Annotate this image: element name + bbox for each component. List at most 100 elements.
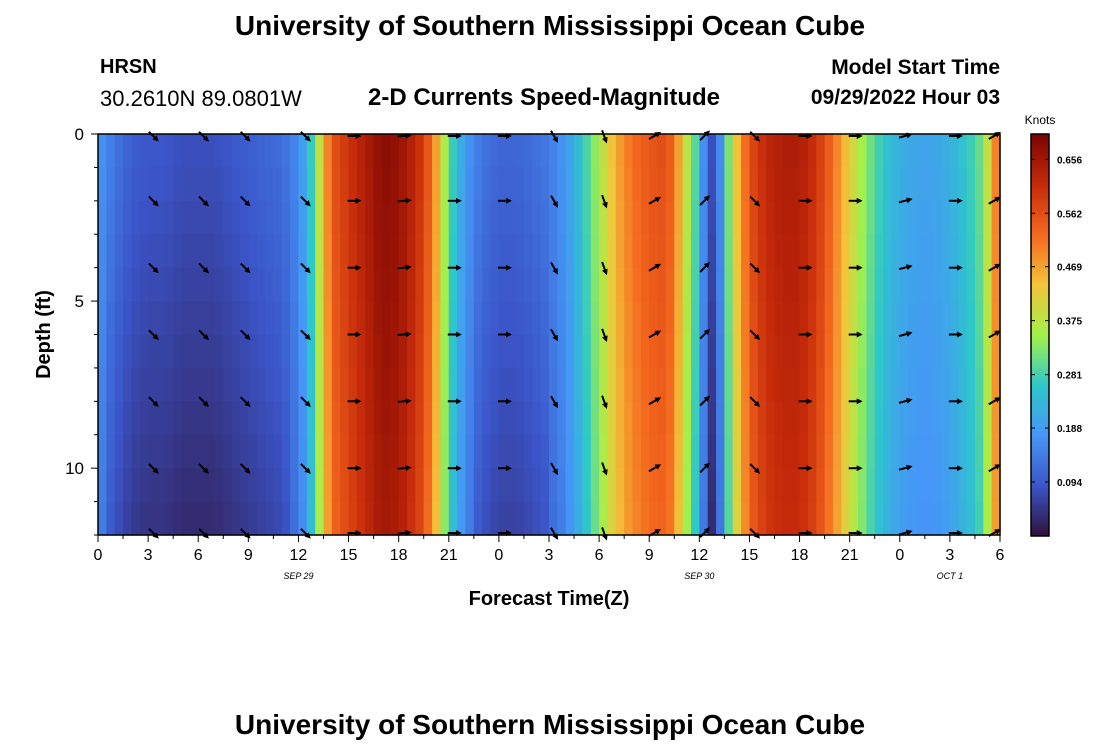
heatmap-cell [373, 301, 383, 336]
heatmap-cell [473, 501, 483, 536]
heatmap-cell [807, 401, 817, 436]
heatmap-cell [741, 267, 751, 302]
heatmap-cell [941, 501, 951, 536]
heatmap-cell [306, 167, 316, 202]
heatmap-cell [941, 234, 951, 269]
heatmap-cell [398, 468, 408, 503]
heatmap-cell [690, 234, 700, 269]
heatmap-cell [949, 134, 959, 169]
heatmap-cell [690, 501, 700, 536]
heatmap-cell [724, 200, 734, 235]
heatmap-cell [916, 267, 926, 302]
heatmap-cell [682, 334, 692, 369]
heatmap-cell [148, 167, 158, 202]
heatmap-cell [457, 267, 467, 302]
heatmap-cell [298, 434, 308, 469]
heatmap-cell [624, 234, 634, 269]
heatmap-cell [799, 301, 809, 336]
heatmap-cell [866, 167, 876, 202]
heatmap-cell [574, 134, 584, 169]
heatmap-cell [239, 234, 249, 269]
x-tick-label: 0 [494, 547, 503, 564]
heatmap-cell [807, 468, 817, 503]
heatmap-cell [290, 134, 300, 169]
page-title: University of Southern Mississippi Ocean… [234, 10, 866, 41]
heatmap-cell [699, 334, 709, 369]
heatmap-cell [365, 334, 375, 369]
heatmap-cell [816, 134, 826, 169]
heatmap-cell [565, 401, 575, 436]
heatmap-cell [423, 434, 433, 469]
heatmap-cell [899, 301, 909, 336]
heatmap-cell [515, 401, 525, 436]
current-vector-arrow [239, 131, 251, 142]
current-vector-arrow [601, 130, 608, 144]
heatmap-cell [407, 334, 416, 369]
heatmap-cell [565, 267, 575, 302]
heatmap-cell [273, 401, 283, 436]
heatmap-cell [390, 468, 400, 503]
heatmap-cell [883, 200, 893, 235]
heatmap-cell [356, 167, 366, 202]
current-vector-arrow [898, 132, 913, 139]
heatmap-cell [624, 267, 634, 302]
heatmap-cell [883, 367, 893, 402]
heatmap-cell [448, 134, 458, 169]
heatmap-cell [281, 301, 291, 336]
heatmap-cell [883, 267, 893, 302]
heatmap-cell [774, 468, 784, 503]
heatmap-cell [114, 468, 124, 503]
heatmap-cell [540, 367, 550, 402]
heatmap-cell [231, 434, 241, 469]
heatmap-cell [256, 401, 266, 436]
heatmap-cell [131, 334, 141, 369]
heatmap-cell [724, 234, 734, 269]
heatmap-cell [356, 468, 366, 503]
heatmap-cell [716, 367, 725, 402]
heatmap-cell [557, 334, 567, 369]
heatmap-cell [916, 234, 926, 269]
heatmap-cell [582, 334, 592, 369]
heatmap-cell [540, 501, 550, 536]
heatmap-cell [123, 334, 133, 369]
heatmap-cell [766, 434, 776, 469]
heatmap-cell [473, 234, 483, 269]
heatmap-cell [858, 134, 867, 169]
heatmap-cell [223, 468, 233, 503]
heatmap-cell [741, 134, 751, 169]
heatmap-cell [941, 134, 951, 169]
heatmap-cell [281, 401, 291, 436]
heatmap-cell [916, 367, 926, 402]
heatmap-cell [248, 367, 258, 402]
heatmap-cell [365, 367, 375, 402]
heatmap-cell [465, 334, 475, 369]
heatmap-cell [323, 501, 333, 536]
heatmap-cell [899, 267, 909, 302]
heatmap-cell [206, 167, 216, 202]
heatmap-cell [540, 267, 550, 302]
heatmap-cell [114, 367, 124, 402]
heatmap-cell [766, 334, 776, 369]
heatmap-cell [356, 200, 366, 235]
heatmap-cell [832, 200, 842, 235]
heatmap-cell [323, 367, 333, 402]
heatmap-cell [974, 167, 984, 202]
heatmap-cell [265, 267, 274, 302]
heatmap-cell [640, 501, 650, 536]
heatmap-cell [574, 167, 584, 202]
heatmap-cell [924, 501, 934, 536]
heatmap-cell [858, 167, 867, 202]
heatmap-cell [766, 267, 776, 302]
current-vector-arrow [699, 195, 711, 206]
heatmap-cell [348, 167, 358, 202]
heatmap-cell [306, 468, 316, 503]
heatmap-cell [816, 167, 826, 202]
heatmap-cell [582, 434, 592, 469]
heatmap-cell [189, 234, 199, 269]
heatmap-cell [716, 234, 725, 269]
heatmap-cell [749, 167, 759, 202]
heatmap-cell [832, 468, 842, 503]
heatmap-cell [607, 501, 617, 536]
heatmap-cell [415, 501, 425, 536]
heatmap-cell [523, 367, 533, 402]
